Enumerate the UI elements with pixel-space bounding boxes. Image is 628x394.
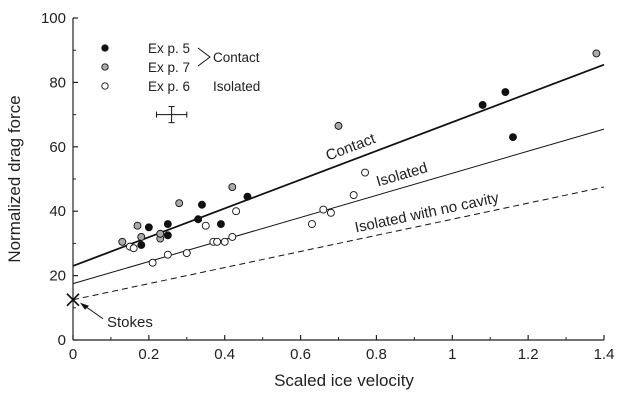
x-tick-label: 0.8 [366, 346, 387, 363]
data-point-ex-p-7 [592, 49, 601, 58]
data-point-ex-p-6 [361, 168, 369, 177]
x-tick-label: 0 [69, 346, 77, 363]
y-tick-label: 0 [58, 332, 66, 349]
legend-group-label: Isolated [213, 79, 260, 94]
data-point-ex-p-7 [133, 221, 142, 230]
x-tick-label: 1 [448, 346, 456, 363]
data-points [118, 49, 601, 267]
data-point-ex-p-6 [228, 233, 237, 241]
line-label: Contact [323, 130, 378, 165]
data-point-ex-p-5 [137, 241, 146, 249]
legend-marker [101, 63, 109, 71]
y-tick-label: 60 [49, 139, 66, 156]
legend: Ex p. 5 Ex p. 7 Ex p. 6 Contact Isolated [101, 41, 260, 94]
data-point-ex-p-5 [509, 133, 517, 142]
data-point-ex-p-5 [198, 200, 206, 209]
x-ticks: 0 0.2 0.4 0.6 0.8 1 1.2 1.4 [69, 335, 615, 363]
data-point-ex-p-6 [220, 237, 229, 246]
annotations: Stokes [66, 293, 153, 331]
data-point-ex-p-6 [326, 208, 335, 217]
data-point-ex-p-6 [349, 191, 358, 200]
data-point-ex-p-6 [182, 249, 191, 258]
data-point-ex-p-5 [163, 220, 172, 229]
data-point-ex-p-5 [478, 100, 487, 109]
fit-line-contact [72, 63, 605, 267]
legend-marker [101, 44, 109, 52]
data-point-ex-p-5 [194, 215, 203, 224]
legend-marker [101, 82, 109, 90]
data-point-ex-p-7 [228, 183, 237, 192]
y-tick-label: 80 [49, 74, 66, 91]
data-point-ex-p-6 [232, 207, 241, 216]
data-point-ex-p-6 [213, 237, 222, 246]
error-bar [155, 106, 188, 124]
legend-series-label: Ex p. 5 [148, 41, 190, 56]
data-point-ex-p-6 [148, 258, 157, 267]
y-tick-label: 100 [41, 10, 66, 27]
legend-series-label: Ex p. 6 [148, 79, 190, 94]
data-point-ex-p-5 [243, 192, 252, 201]
y-tick-label: 40 [49, 203, 66, 220]
stokes-marker [66, 293, 80, 307]
data-point-ex-p-5 [216, 220, 225, 229]
stokes-label: Stokes [107, 314, 153, 331]
x-tick-label: 0.2 [138, 346, 159, 363]
x-tick-label: 1.4 [594, 346, 615, 363]
data-point-ex-p-7 [175, 199, 184, 208]
x-tick-label: 1.2 [518, 346, 539, 363]
legend-series-label: Ex p. 7 [148, 60, 190, 75]
x-tick-label: 0.6 [290, 346, 311, 363]
data-point-ex-p-6 [129, 244, 138, 253]
data-point-ex-p-5 [163, 231, 172, 240]
fit-line-isolated [72, 128, 605, 285]
y-ticks: 0 20 40 60 80 100 [41, 10, 78, 349]
fit-line-isolated-with-no-cavity [72, 186, 605, 301]
data-point-ex-p-6 [319, 205, 328, 214]
legend-bracket [197, 47, 211, 67]
stokes-arrowhead [80, 302, 89, 310]
data-point-ex-p-6 [163, 250, 172, 259]
y-axis-title: Normalized drag force [5, 95, 24, 262]
x-axis-title: Scaled ice velocity [274, 371, 414, 390]
data-point-ex-p-5 [501, 88, 510, 97]
data-point-ex-p-7 [156, 229, 165, 238]
data-point-ex-p-7 [334, 121, 343, 130]
data-point-ex-p-7 [137, 233, 146, 241]
y-tick-label: 20 [49, 268, 66, 285]
data-point-ex-p-6 [308, 220, 316, 229]
x-tick-label: 0.4 [214, 346, 235, 363]
legend-group-label: Contact [213, 50, 260, 65]
line-label: Isolated with no cavity [353, 189, 501, 236]
data-point-ex-p-5 [144, 223, 153, 232]
line-label: Isolated [374, 159, 429, 190]
data-point-ex-p-7 [118, 237, 127, 246]
data-point-ex-p-6 [201, 221, 210, 230]
